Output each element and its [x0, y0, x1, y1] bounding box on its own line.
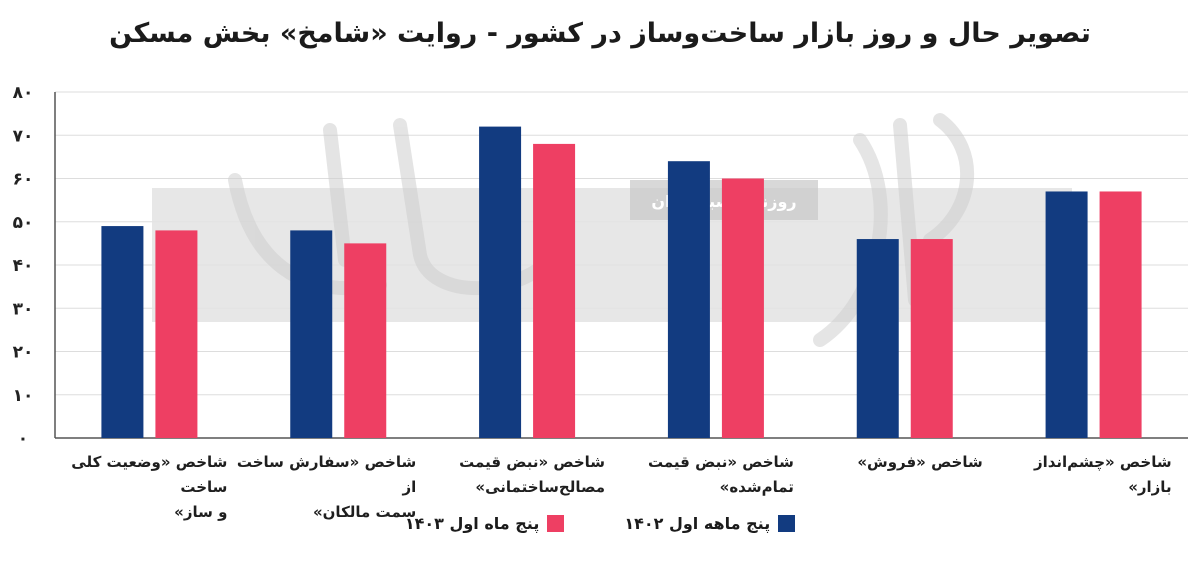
- x-tick-label: شاخص «نبض قیمت تمام‌شده»: [609, 450, 794, 500]
- x-tick-label-line: مصالح‌ساختمانی»: [475, 478, 606, 496]
- bar-1403-4: [721, 178, 764, 438]
- y-tick-label: ۷۰: [13, 126, 34, 146]
- bar-1402-2: [290, 230, 333, 438]
- y-tick-label: ۸۰: [13, 83, 34, 103]
- bar-1402-3: [479, 126, 522, 438]
- legend-item-1402: پنج ماهه اول ۱۴۰۲: [624, 514, 796, 533]
- x-tick-label: شاخص «نبض قیمت مصالح‌ساختمانی»: [420, 450, 605, 500]
- x-tick-label-line: شاخص «چشم‌انداز بازار»: [1033, 453, 1172, 496]
- legend-label-1403: پنج ماه اول ۱۴۰۳: [404, 514, 540, 533]
- x-tick-label: شاخص «چشم‌انداز بازار»: [987, 450, 1172, 500]
- x-tick-label-line: تمام‌شده»: [719, 478, 794, 496]
- bar-1403-1: [155, 230, 198, 438]
- x-tick-label-line: شاخص «نبض قیمت: [648, 453, 794, 471]
- legend-swatch-1403: [547, 515, 565, 532]
- x-tick-label-line: و ساز»: [174, 503, 228, 521]
- x-tick-label-line: سمت مالکان»: [312, 503, 417, 521]
- x-tick-label-line: شاخص «سفارش ساخت از: [236, 453, 417, 496]
- y-tick-label: ۳۰: [13, 299, 34, 319]
- legend-label-1402: پنج ماهه اول ۱۴۰۲: [624, 514, 771, 533]
- y-tick-label: ۲۰: [13, 343, 34, 363]
- bars-layer: [101, 126, 1142, 438]
- bar-1403-2: [344, 243, 387, 438]
- bar-1402-4: [667, 161, 710, 438]
- bar-1402-5: [856, 239, 899, 438]
- x-tick-label: شاخص «سفارش ساخت از سمت مالکان»: [231, 450, 416, 525]
- bar-1403-6: [1099, 191, 1142, 438]
- legend-item-1403: پنج ماه اول ۱۴۰۳: [405, 514, 565, 533]
- x-tick-label: شاخص «وضعیت کلی ساخت و ساز»: [42, 450, 227, 525]
- y-tick-label: ۱۰: [13, 386, 34, 406]
- y-tick-label: ۰: [18, 429, 28, 449]
- x-tick-label-line: شاخص «وضعیت کلی ساخت: [71, 453, 228, 496]
- y-tick-label: ۶۰: [13, 170, 34, 190]
- x-tick-label-line: شاخص «نبض قیمت: [459, 453, 606, 471]
- x-tick-label-line: شاخص «فروش»: [857, 453, 983, 471]
- y-tick-label: ۵۰: [13, 213, 34, 233]
- chart-title: تصویر حال و روز بازار ساخت‌وساز در کشور …: [109, 18, 1091, 49]
- legend-swatch-1402: [778, 515, 796, 532]
- x-tick-label: شاخص «فروش»: [798, 450, 983, 475]
- y-tick-label: ۴۰: [13, 256, 34, 276]
- y-axis: ۰ ۱۰ ۲۰ ۳۰ ۴۰ ۵۰ ۶۰ ۷۰ ۸۰: [13, 83, 56, 449]
- bar-1402-6: [1045, 191, 1088, 438]
- bar-1403-5: [910, 239, 953, 438]
- bar-1403-3: [533, 143, 576, 438]
- legend: پنج ماهه اول ۱۴۰۲ پنج ماه اول ۱۴۰۳: [0, 514, 1200, 533]
- bar-1402-1: [101, 226, 144, 438]
